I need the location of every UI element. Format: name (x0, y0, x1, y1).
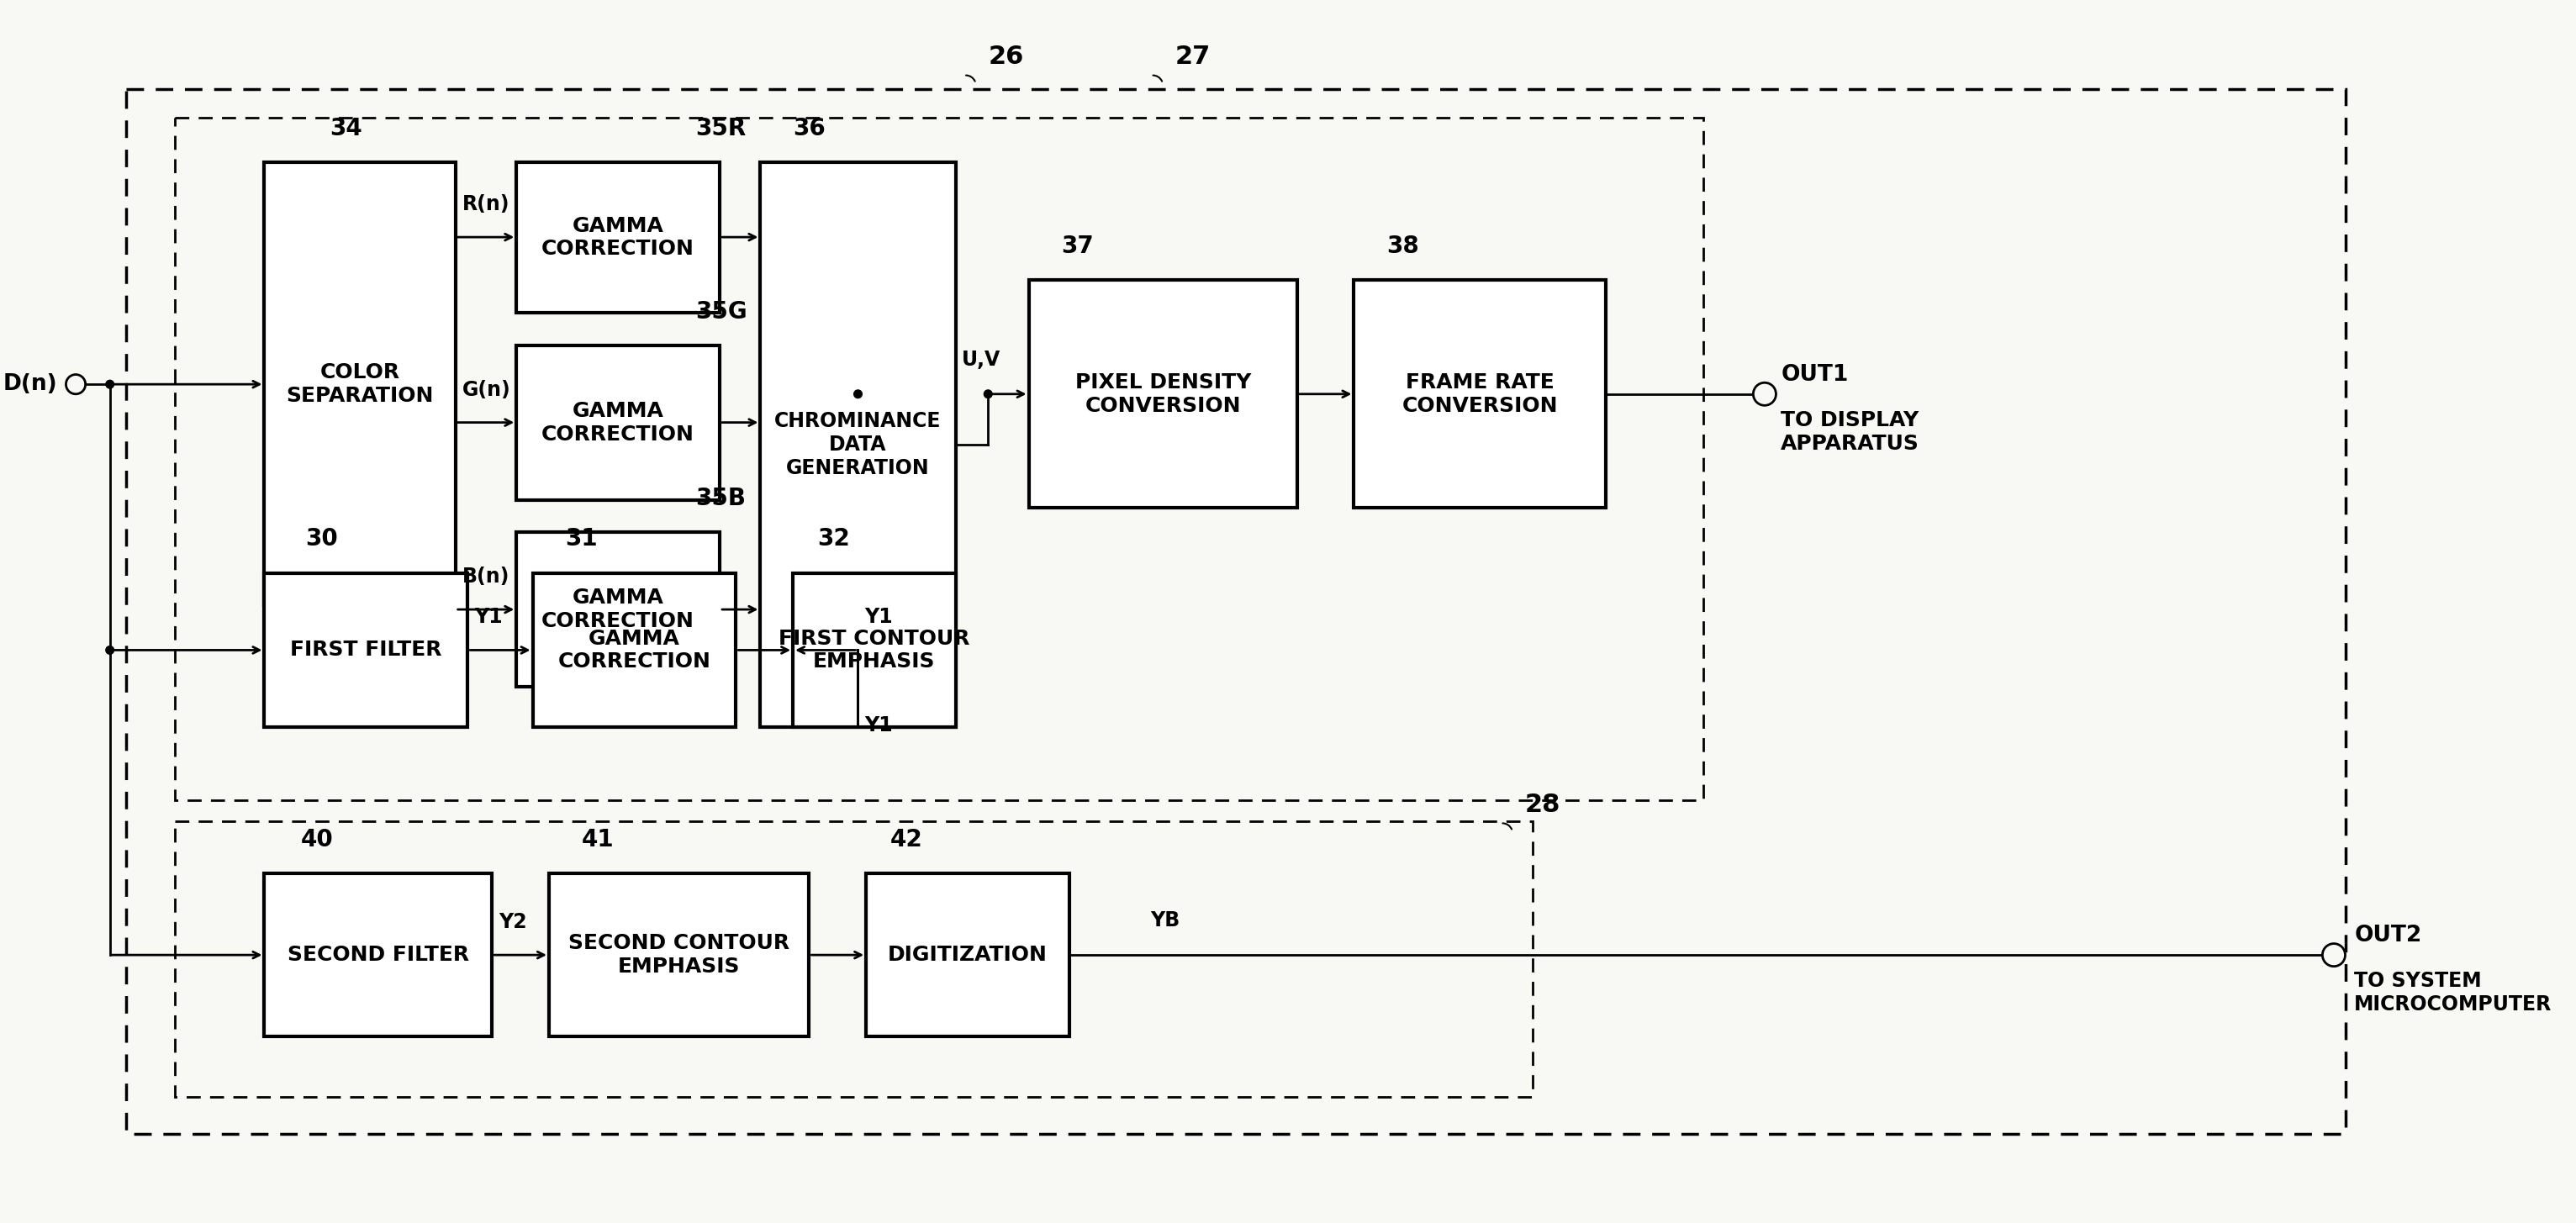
Text: SECOND FILTER: SECOND FILTER (289, 945, 469, 965)
Circle shape (106, 380, 113, 389)
Text: 26: 26 (989, 44, 1023, 68)
Bar (265, 572, 469, 728)
Text: Y1: Y1 (866, 607, 894, 627)
Bar (126, 89, 2347, 1134)
Text: TO DISPLAY
APPARATUS: TO DISPLAY APPARATUS (1780, 410, 1919, 454)
Text: 41: 41 (582, 828, 613, 851)
Text: 40: 40 (301, 828, 332, 851)
Text: 36: 36 (793, 117, 824, 141)
Bar (793, 572, 956, 728)
Bar (515, 345, 719, 500)
Text: 27: 27 (1175, 44, 1211, 68)
Bar (533, 572, 737, 728)
Text: GAMMA
CORRECTION: GAMMA CORRECTION (541, 588, 696, 631)
Bar (1355, 280, 1605, 508)
Text: DIGITIZATION: DIGITIZATION (889, 945, 1048, 965)
Text: FIRST CONTOUR
EMPHASIS: FIRST CONTOUR EMPHASIS (778, 629, 969, 671)
Text: GAMMA
CORRECTION: GAMMA CORRECTION (559, 629, 711, 671)
Bar (265, 163, 456, 605)
Text: OUT1: OUT1 (1780, 364, 1850, 386)
Text: 35R: 35R (696, 117, 747, 141)
Text: 35B: 35B (696, 487, 747, 510)
Bar (515, 532, 719, 686)
Text: Y2: Y2 (500, 912, 528, 932)
Text: OUT2: OUT2 (2354, 925, 2421, 947)
Text: B(n): B(n) (461, 566, 510, 587)
Circle shape (984, 390, 992, 399)
Text: GAMMA
CORRECTION: GAMMA CORRECTION (541, 215, 696, 259)
Bar (866, 873, 1069, 1036)
Bar (515, 163, 719, 313)
Circle shape (106, 646, 113, 654)
Text: U,V: U,V (961, 350, 1002, 369)
Bar (175, 821, 1533, 1097)
Bar (1028, 280, 1298, 508)
Text: CHROMINANCE
DATA
GENERATION: CHROMINANCE DATA GENERATION (775, 411, 940, 478)
Text: SECOND CONTOUR
EMPHASIS: SECOND CONTOUR EMPHASIS (569, 933, 791, 977)
Text: FIRST FILTER: FIRST FILTER (291, 640, 443, 660)
Bar (265, 873, 492, 1036)
Bar (549, 873, 809, 1036)
Text: GAMMA
CORRECTION: GAMMA CORRECTION (541, 401, 696, 444)
Text: Y1: Y1 (866, 715, 894, 735)
Text: PIXEL DENSITY
CONVERSION: PIXEL DENSITY CONVERSION (1074, 372, 1252, 416)
Text: YB: YB (1151, 910, 1180, 931)
Text: Y1: Y1 (474, 607, 502, 627)
Bar (175, 117, 1703, 801)
Text: COLOR
SEPARATION: COLOR SEPARATION (286, 362, 433, 406)
Bar (760, 163, 956, 728)
Text: G(n): G(n) (461, 379, 510, 400)
Text: TO SYSTEM
MICROCOMPUTER: TO SYSTEM MICROCOMPUTER (2354, 971, 2553, 1015)
Text: 31: 31 (564, 527, 598, 550)
Circle shape (853, 390, 863, 399)
Text: 30: 30 (304, 527, 337, 550)
Text: 28: 28 (1525, 793, 1561, 817)
Text: D(n): D(n) (3, 373, 57, 395)
Text: 42: 42 (891, 828, 922, 851)
Text: 34: 34 (330, 117, 363, 141)
Text: 32: 32 (817, 527, 850, 550)
Text: 38: 38 (1386, 235, 1419, 258)
Text: 37: 37 (1061, 235, 1095, 258)
Text: R(n): R(n) (461, 194, 510, 214)
Text: 35G: 35G (696, 300, 747, 323)
Text: FRAME RATE
CONVERSION: FRAME RATE CONVERSION (1401, 372, 1558, 416)
